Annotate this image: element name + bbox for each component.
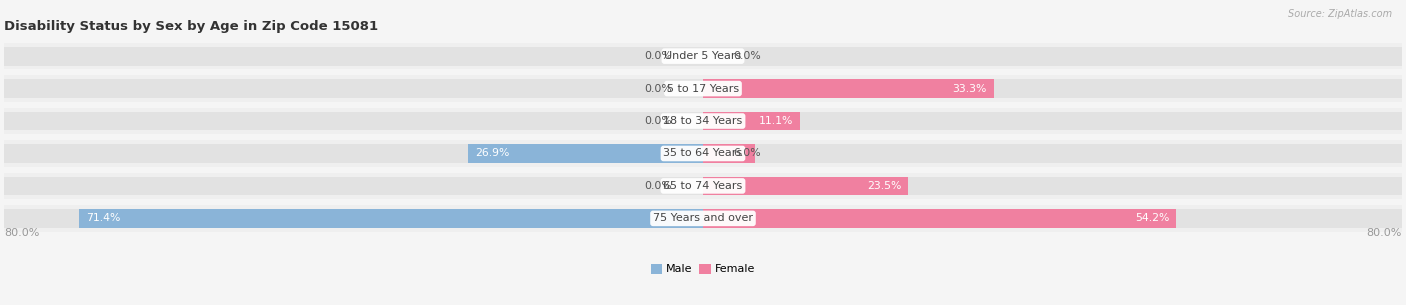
- Bar: [703, 209, 1177, 228]
- Text: Disability Status by Sex by Age in Zip Code 15081: Disability Status by Sex by Age in Zip C…: [4, 20, 378, 33]
- Text: 11.1%: 11.1%: [759, 116, 793, 126]
- Text: 26.9%: 26.9%: [475, 149, 509, 159]
- Bar: [4, 209, 703, 228]
- Text: 54.2%: 54.2%: [1135, 214, 1170, 223]
- Bar: [703, 112, 1402, 131]
- Legend: Male, Female: Male, Female: [647, 259, 759, 279]
- Bar: [703, 209, 1402, 228]
- Text: 75 Years and over: 75 Years and over: [652, 214, 754, 223]
- Text: Source: ZipAtlas.com: Source: ZipAtlas.com: [1288, 9, 1392, 19]
- Bar: [703, 177, 1402, 195]
- Bar: [4, 79, 703, 98]
- Text: 0.0%: 0.0%: [645, 51, 672, 61]
- Bar: [703, 79, 994, 98]
- Bar: [703, 112, 800, 131]
- Text: 33.3%: 33.3%: [952, 84, 987, 94]
- Bar: [79, 209, 703, 228]
- Text: 6.0%: 6.0%: [734, 149, 761, 159]
- Bar: [4, 43, 1402, 70]
- Text: 0.0%: 0.0%: [645, 181, 672, 191]
- Bar: [703, 144, 755, 163]
- Text: 23.5%: 23.5%: [868, 181, 901, 191]
- Bar: [4, 75, 1402, 102]
- Text: 80.0%: 80.0%: [1367, 228, 1402, 239]
- Bar: [4, 205, 1402, 232]
- Text: 71.4%: 71.4%: [86, 214, 121, 223]
- Bar: [4, 108, 1402, 134]
- Text: 18 to 34 Years: 18 to 34 Years: [664, 116, 742, 126]
- Bar: [4, 177, 703, 195]
- Bar: [703, 177, 908, 195]
- Text: 0.0%: 0.0%: [645, 116, 672, 126]
- Bar: [4, 173, 1402, 199]
- Text: 0.0%: 0.0%: [645, 84, 672, 94]
- Bar: [4, 140, 1402, 167]
- Text: 5 to 17 Years: 5 to 17 Years: [666, 84, 740, 94]
- Text: Under 5 Years: Under 5 Years: [665, 51, 741, 61]
- Bar: [703, 79, 1402, 98]
- Text: 0.0%: 0.0%: [734, 51, 761, 61]
- Text: 80.0%: 80.0%: [4, 228, 39, 239]
- Text: 35 to 64 Years: 35 to 64 Years: [664, 149, 742, 159]
- Bar: [703, 47, 1402, 66]
- Bar: [4, 47, 703, 66]
- Bar: [468, 144, 703, 163]
- Text: 65 to 74 Years: 65 to 74 Years: [664, 181, 742, 191]
- Bar: [703, 144, 1402, 163]
- Bar: [4, 144, 703, 163]
- Bar: [4, 112, 703, 131]
